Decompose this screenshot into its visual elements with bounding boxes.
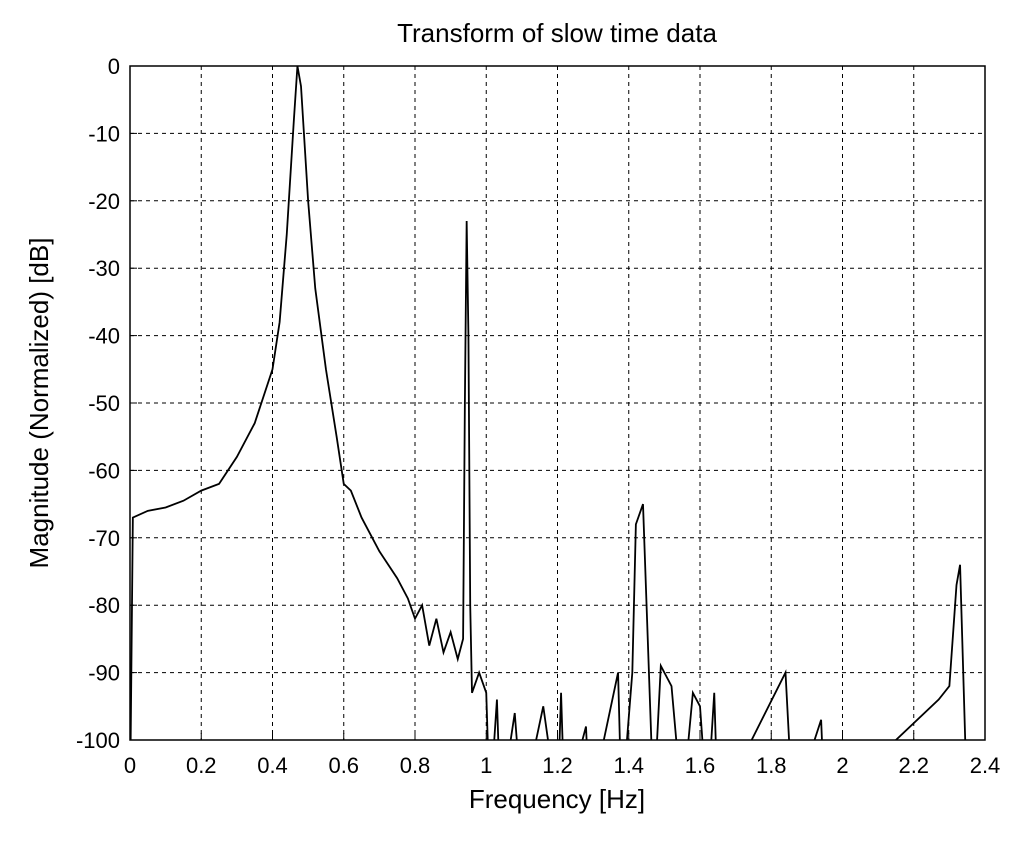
x-tick-label: 1.4: [613, 753, 644, 778]
x-tick-label: 0.2: [186, 753, 217, 778]
y-tick-label: -90: [88, 661, 120, 686]
y-tick-label: 0: [108, 54, 120, 79]
y-tick-label: -20: [88, 189, 120, 214]
x-tick-label: 2: [836, 753, 848, 778]
y-tick-label: -100: [76, 728, 120, 753]
x-tick-label: 2.2: [898, 753, 929, 778]
chart-title: Transform of slow time data: [397, 18, 717, 48]
x-tick-label: 0.8: [400, 753, 431, 778]
y-tick-label: -30: [88, 256, 120, 281]
y-axis-label: Magnitude (Normalized) [dB]: [24, 238, 54, 569]
y-tick-label: -80: [88, 593, 120, 618]
spectrum-line: [130, 66, 967, 740]
y-tick-label: -10: [88, 121, 120, 146]
x-axis-label: Frequency [Hz]: [469, 784, 645, 814]
y-tick-label: -40: [88, 324, 120, 349]
y-tick-label: -50: [88, 391, 120, 416]
x-tick-label: 1.6: [685, 753, 716, 778]
x-tick-label: 1: [480, 753, 492, 778]
plot-frame: [129, 65, 986, 741]
x-tick-label: 0.6: [328, 753, 359, 778]
x-tick-label: 2.4: [970, 753, 1001, 778]
x-tick-label: 0.4: [257, 753, 288, 778]
x-tick-label: 1.8: [756, 753, 787, 778]
x-tick-label: 1.2: [542, 753, 573, 778]
y-tick-label: -60: [88, 458, 120, 483]
x-tick-label: 0: [124, 753, 136, 778]
y-tick-label: -70: [88, 526, 120, 551]
